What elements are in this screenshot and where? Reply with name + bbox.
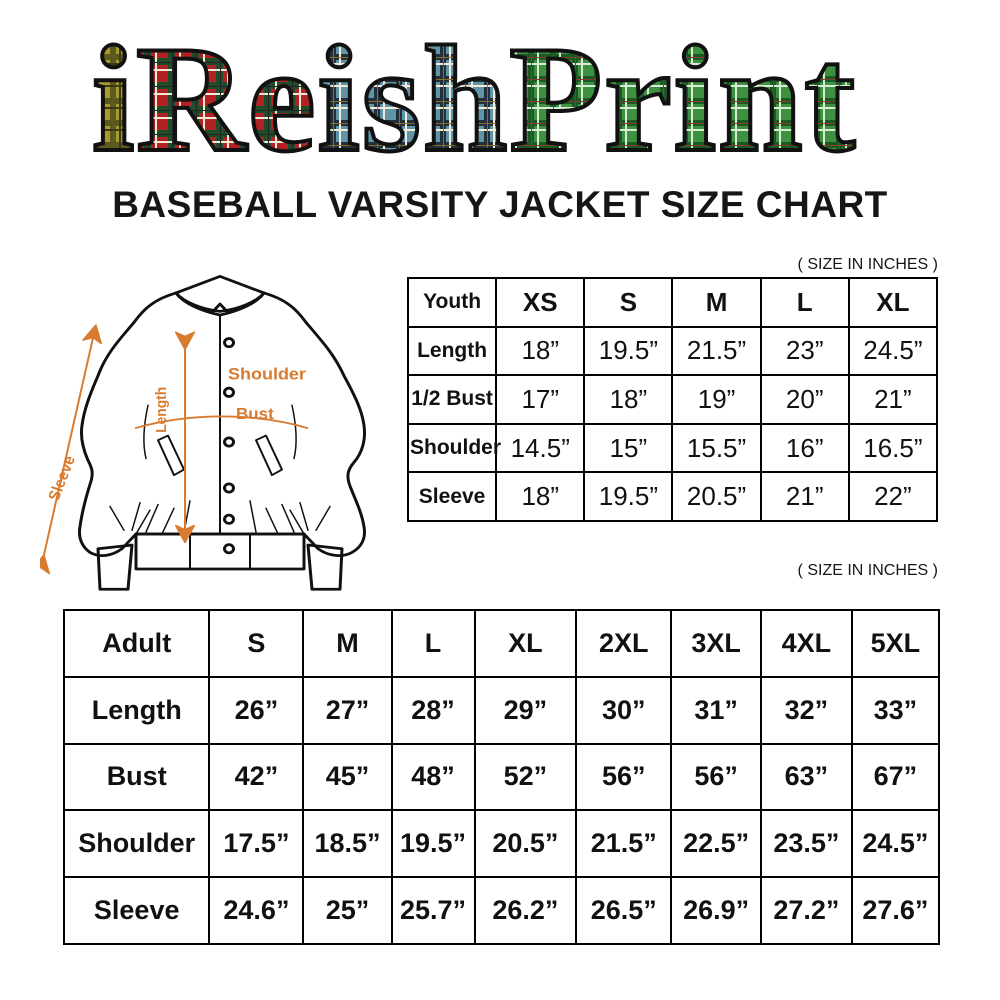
svg-text:Shoulder: Shoulder bbox=[228, 364, 306, 383]
svg-text:iReishPrint: iReishPrint bbox=[92, 15, 857, 183]
svg-text:Length: Length bbox=[154, 387, 171, 433]
svg-text:Bust: Bust bbox=[236, 406, 274, 423]
svg-text:Sleeve: Sleeve bbox=[45, 453, 79, 503]
